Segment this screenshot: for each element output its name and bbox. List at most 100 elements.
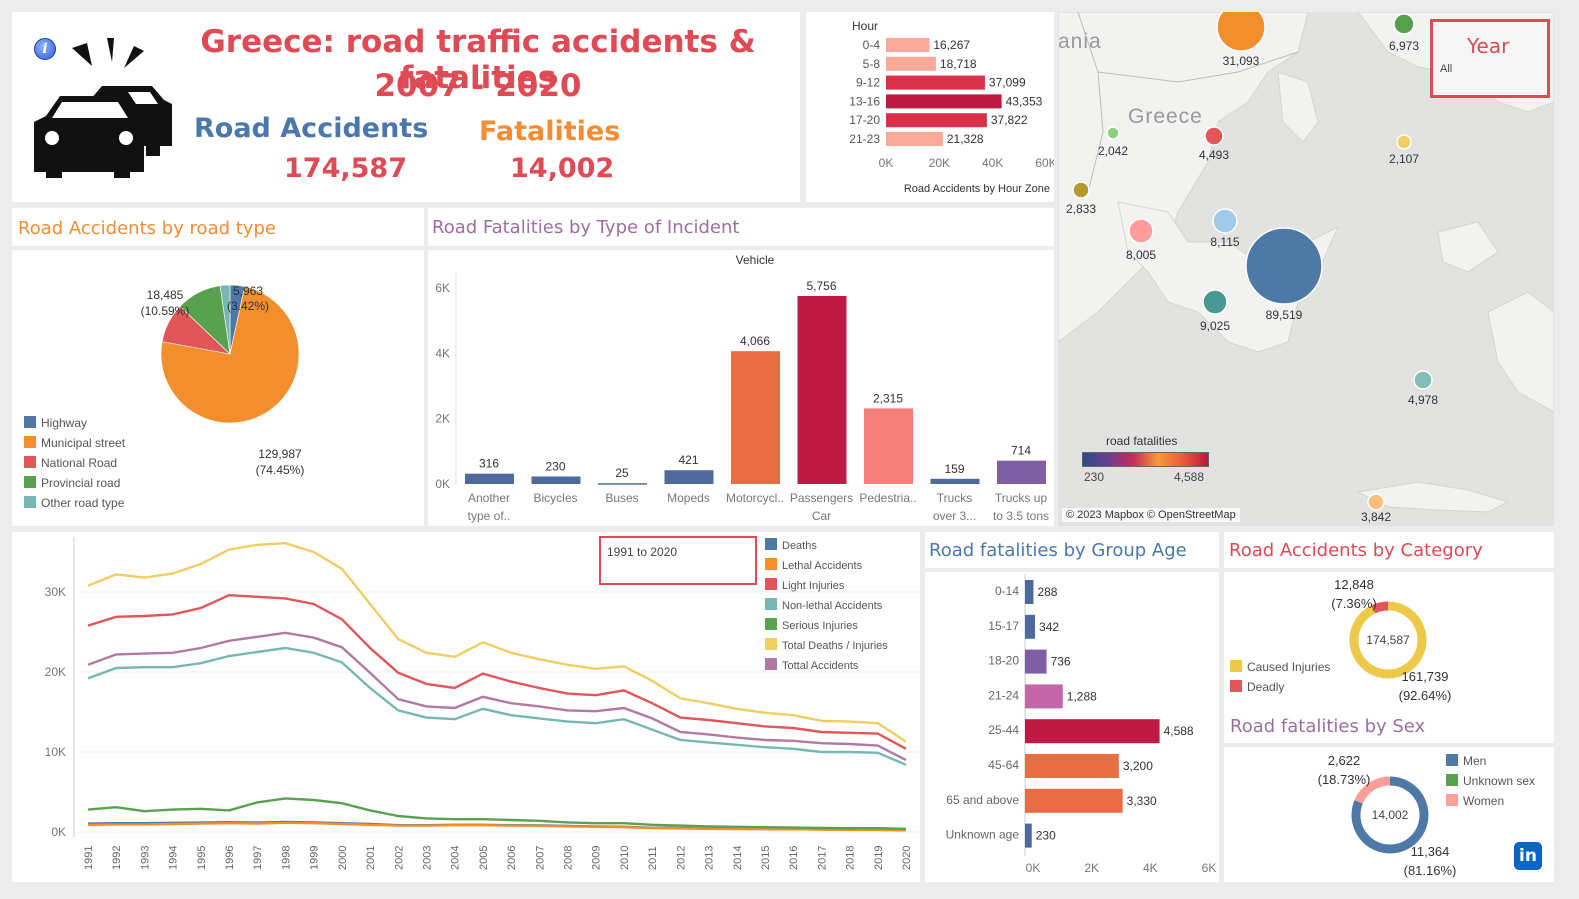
- trend-year-label: 1997: [252, 846, 264, 870]
- age-value-label: 3,200: [1123, 759, 1153, 773]
- sex-pct-label: (18.73%): [1318, 772, 1371, 787]
- road-type-pct-label: (74.45%): [256, 463, 305, 477]
- incident-bar: [531, 476, 581, 484]
- road-type-panel: Road Accidents by road type 5,963 (3.42%)…: [12, 208, 424, 526]
- category-divider: [1224, 568, 1554, 572]
- trend-legend-item[interactable]: Non-lethal Accidents: [765, 598, 882, 612]
- trend-tick-label: 10K: [45, 745, 66, 759]
- trend-legend-item[interactable]: Total Deaths / Injuries: [765, 638, 888, 652]
- kpi-fatalities-label: Fatalities: [479, 116, 621, 147]
- legend-highway[interactable]: Highway: [24, 416, 87, 430]
- legend-caused-injuries[interactable]: Caused Injuries: [1230, 660, 1330, 674]
- incident-type-panel: Road Fatalities by Type of Incident Vehi…: [428, 208, 1054, 526]
- legend-deadly[interactable]: Deadly: [1230, 680, 1284, 694]
- map-bubble-label: 4,978: [1408, 393, 1438, 407]
- trend-year-label: 2010: [619, 846, 631, 870]
- trend-legend-item[interactable]: Serious Injuries: [765, 618, 858, 632]
- legend-national-road[interactable]: National Road: [24, 456, 117, 470]
- trend-legend-item[interactable]: Lethal Accidents: [765, 558, 862, 572]
- incident-type-chart: Vehicle 0K 2K 4K 6K 316 Another type of.. 230 Bic…: [435, 253, 1049, 523]
- map-bubble: [1367, 493, 1385, 511]
- hour-value-label: 18,718: [940, 57, 977, 71]
- legend-other-road-type[interactable]: Other road type: [24, 496, 124, 510]
- trend-year-label: 2003: [421, 846, 433, 870]
- trend-year-label: 1999: [309, 846, 321, 870]
- legend-women[interactable]: Women: [1446, 794, 1504, 808]
- map-bubble-label: 8,115: [1210, 235, 1239, 249]
- map-bubble-label: 2,107: [1389, 152, 1419, 166]
- sex-center-label: 14,002: [1372, 808, 1409, 822]
- legend-swatch: [765, 578, 777, 590]
- incident-value-label: 316: [479, 457, 499, 471]
- legend-men[interactable]: Men: [1446, 754, 1486, 768]
- incident-bar: [797, 295, 847, 484]
- hour-category-label: 17-20: [849, 113, 880, 127]
- map-bubble: [1128, 218, 1154, 244]
- category-pct-label: (92.64%): [1399, 688, 1452, 703]
- hour-category-label: 13-16: [849, 94, 880, 108]
- hour-category-label: 21-23: [849, 132, 880, 146]
- map-place-greece: Greece: [1128, 105, 1203, 128]
- map-bubble-label: 31,093: [1223, 54, 1260, 68]
- legend-label: Lethal Accidents: [782, 560, 863, 572]
- year-range-filter[interactable]: 1991 to 2020: [599, 536, 757, 585]
- age-group-divider: [925, 568, 1219, 572]
- border-lines: [1077, 12, 1299, 193]
- hour-value-label: 16,267: [933, 38, 970, 52]
- trend-year-label: 2020: [901, 846, 913, 870]
- incident-value-label: 4,066: [740, 334, 770, 348]
- legend-swatch: [765, 598, 777, 610]
- trend-year-label: 2008: [563, 846, 575, 870]
- age-bar: [1025, 788, 1123, 813]
- trend-legend-item[interactable]: Deaths: [765, 538, 817, 552]
- road-type-slice: [219, 284, 231, 355]
- trend-year-label: 1991: [83, 846, 95, 870]
- trend-legend-item[interactable]: Tottal Accidents: [765, 658, 858, 672]
- sex-divider: [1224, 743, 1554, 747]
- age-bar: [1025, 580, 1034, 604]
- map-bubble: [1396, 134, 1412, 150]
- age-category-label: 65 and above: [946, 793, 1019, 807]
- legend-municipal-street[interactable]: Municipal street: [24, 436, 125, 450]
- category-center-label: 174,587: [1366, 633, 1410, 647]
- trend-legend-item[interactable]: Light Injuries: [765, 578, 844, 592]
- map-bubble-label: 2,042: [1098, 144, 1128, 158]
- trend-year-label: 2019: [873, 846, 885, 870]
- land-shapes: [1058, 12, 1554, 513]
- incident-tick-label: 6K: [435, 281, 450, 295]
- trend-tick-label: 0K: [51, 825, 66, 839]
- incident-category-label: Pedestria..: [859, 491, 916, 505]
- category-slice: [1349, 601, 1427, 679]
- incident-subtitle: Vehicle: [736, 253, 775, 267]
- info-icon[interactable]: i: [34, 38, 56, 60]
- hour-zone-chart: Hour 0-4 16,267 5-8 18,718 9-12 37,099 13-16 43,…: [849, 19, 1054, 195]
- map-panel[interactable]: 31,093 6,973 2,042 4,493 2,107 2,833 8,005 8,11…: [1058, 12, 1554, 526]
- map-bubble: [1216, 12, 1266, 52]
- incident-tick-label: 4K: [435, 346, 450, 360]
- legend-provincial-road[interactable]: Provincial road: [24, 476, 120, 490]
- age-category-label: 21-24: [988, 688, 1019, 702]
- trend-year-label: 2018: [845, 846, 857, 870]
- legend-unknown-sex[interactable]: Unknown sex: [1446, 774, 1535, 788]
- age-bar: [1025, 614, 1036, 639]
- trend-year-label: 2004: [450, 846, 462, 870]
- map-bubble-label: 2,833: [1066, 202, 1096, 216]
- road-type-chart: 5,963(3.42%) 129,987 (74.45%) 18,485 (10.59%…: [141, 284, 305, 477]
- legend-swatch: [765, 638, 777, 650]
- trend-year-label: 2016: [788, 846, 800, 870]
- hour-tick-label: 20K: [929, 156, 950, 170]
- map-legend-gradient: [1082, 452, 1209, 467]
- hour-tick-label: 40K: [982, 156, 1003, 170]
- category-pct-label: (7.36%): [1331, 596, 1377, 611]
- year-filter[interactable]: Year All: [1430, 19, 1550, 98]
- age-bar: [1025, 754, 1119, 778]
- hour-category-label: 0-4: [863, 38, 881, 52]
- trend-chart: 0K 10K 20K 30K 1991 1992 1993 1994 1995 1996 1997 1…: [45, 537, 920, 870]
- year-filter-value[interactable]: All: [1440, 63, 1453, 75]
- hour-zone-panel: Hour 0-4 16,267 5-8 18,718 9-12 37,099 13-16 43,…: [806, 12, 1054, 202]
- incident-category-label: Passengers: [790, 491, 853, 505]
- hour-bar: [886, 75, 985, 90]
- sex-chart: 14,002 11,364 (81.16%) 2,622 (18.73%): [1318, 753, 1457, 878]
- linkedin-icon[interactable]: in: [1514, 842, 1542, 870]
- incident-bar: [864, 408, 913, 484]
